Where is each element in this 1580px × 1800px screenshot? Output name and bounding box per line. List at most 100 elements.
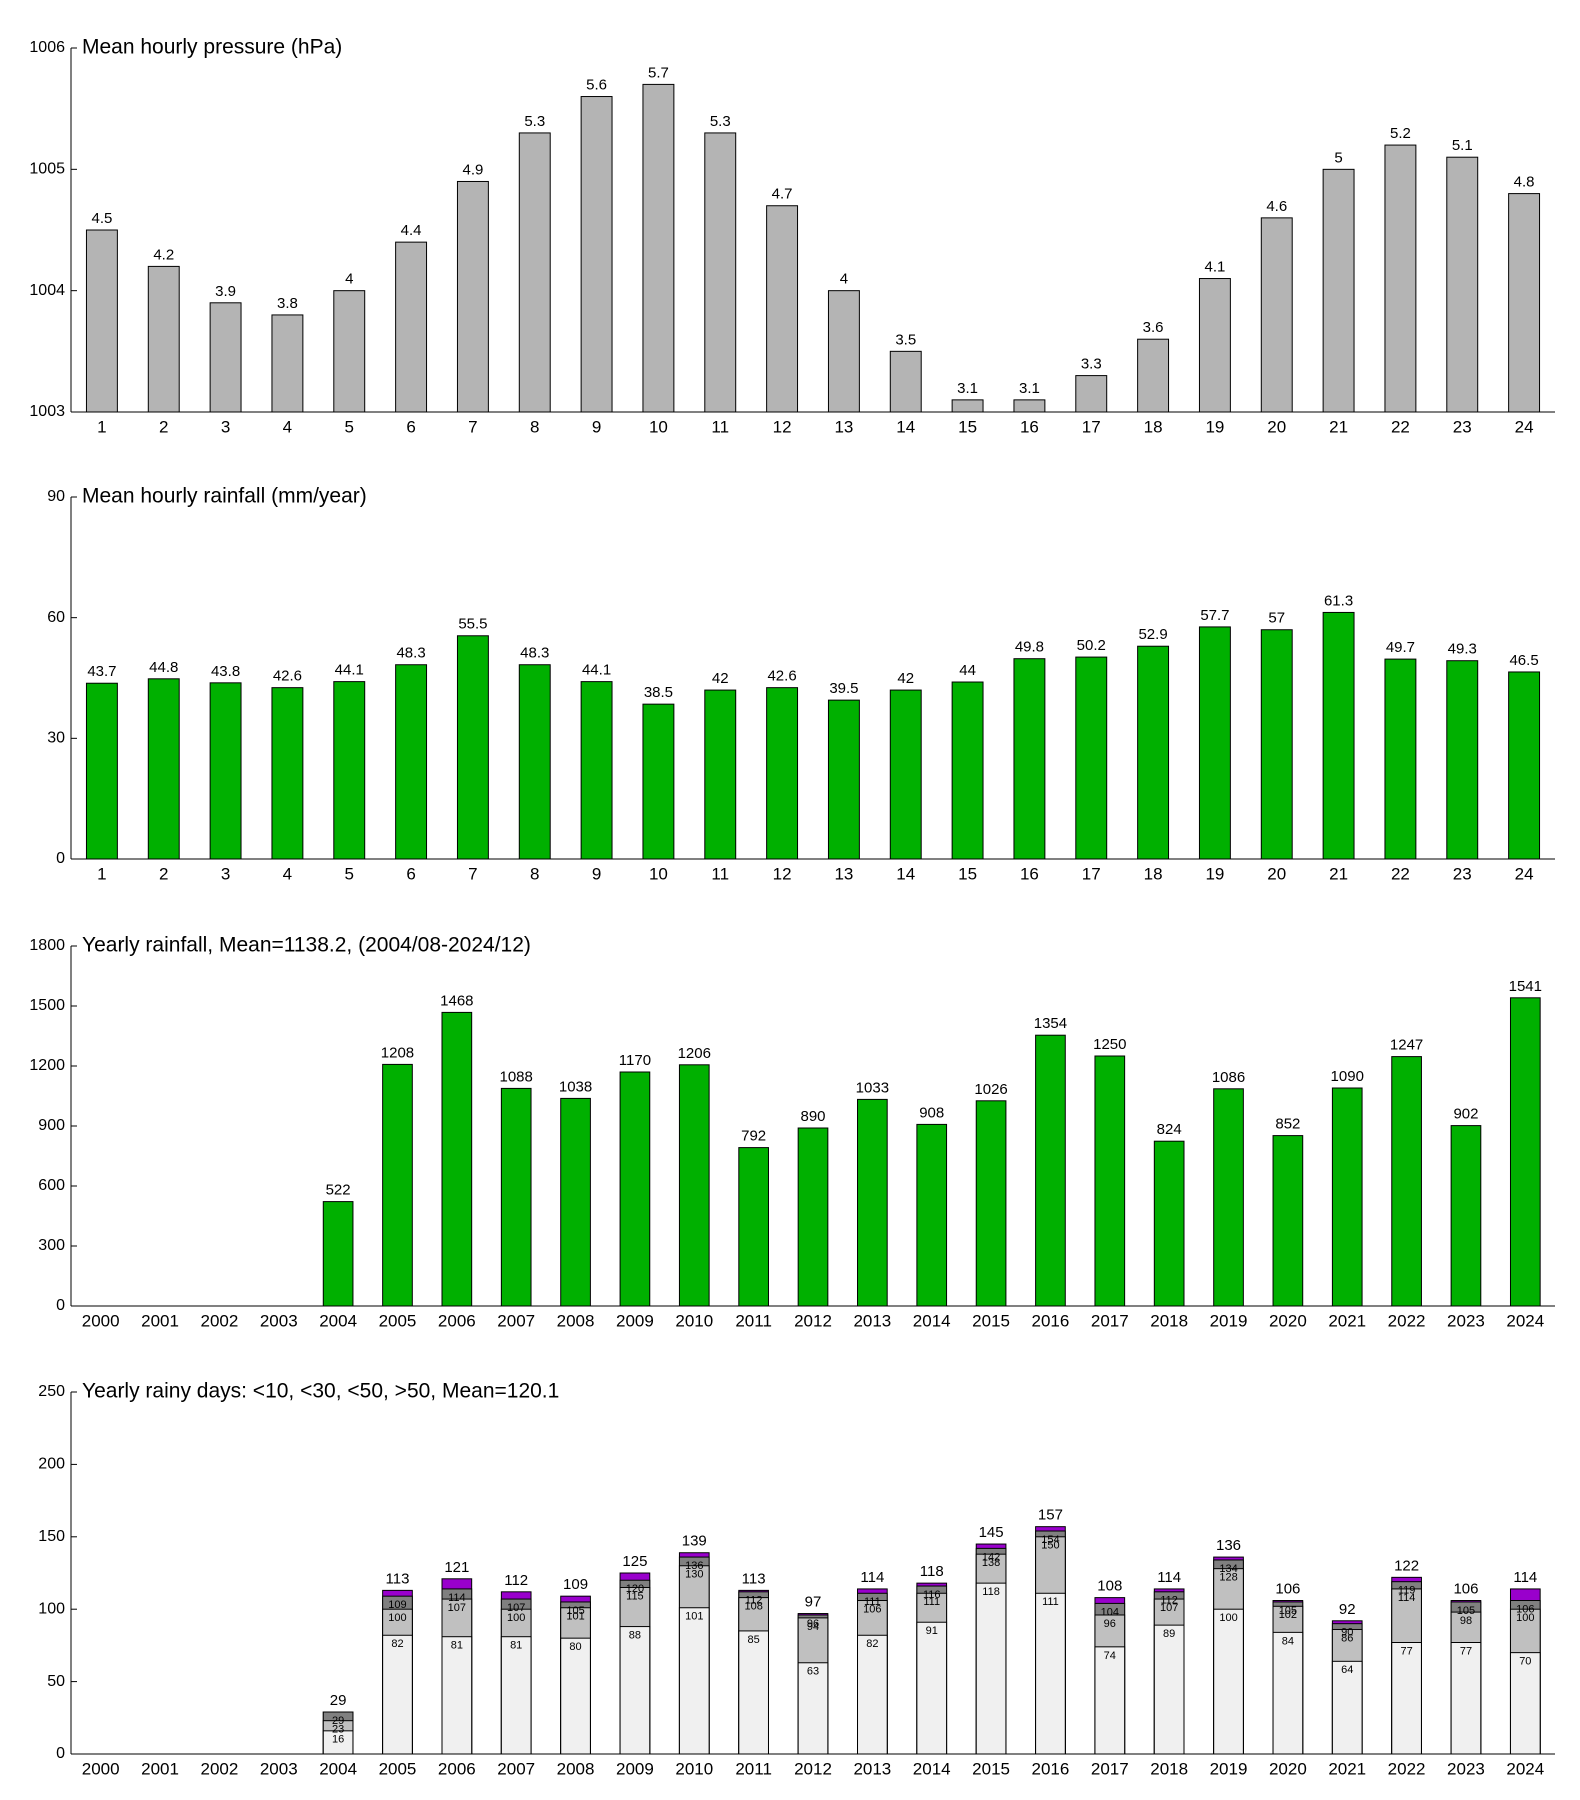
bar bbox=[1450, 1125, 1482, 1307]
total-label: 112 bbox=[504, 1572, 528, 1589]
bar-segment bbox=[1035, 1592, 1066, 1755]
value-label: 49.8 bbox=[1015, 639, 1044, 656]
bar bbox=[1013, 399, 1046, 413]
value-label: 1250 bbox=[1093, 1036, 1126, 1053]
segment-label: 63 bbox=[807, 1666, 819, 1678]
x-tick-label: 2010 bbox=[675, 1311, 713, 1330]
value-label: 48.3 bbox=[520, 645, 549, 662]
x-tick-label: 10 bbox=[649, 417, 668, 436]
value-label: 908 bbox=[919, 1104, 944, 1121]
segment-label: 116 bbox=[923, 1589, 941, 1601]
y-tick-label: 1003 bbox=[29, 403, 65, 420]
x-tick-label: 8 bbox=[530, 864, 539, 883]
segment-label: 105 bbox=[1457, 1605, 1475, 1617]
total-label: 97 bbox=[805, 1594, 822, 1611]
value-label: 44.1 bbox=[335, 662, 364, 679]
chart-title: Mean hourly pressure (hPa) bbox=[82, 36, 342, 59]
bar bbox=[642, 703, 675, 860]
x-tick-label: 20 bbox=[1267, 864, 1286, 883]
x-tick-label: 22 bbox=[1391, 417, 1410, 436]
segment-label: 114 bbox=[448, 1592, 466, 1604]
x-tick-label: 2005 bbox=[379, 1311, 417, 1330]
segment-label: 96 bbox=[1104, 1618, 1116, 1630]
x-tick-label: 2012 bbox=[794, 1311, 832, 1330]
x-tick-label: 9 bbox=[592, 864, 601, 883]
x-tick-label: 19 bbox=[1205, 864, 1224, 883]
bar bbox=[1272, 1135, 1304, 1307]
total-label: 118 bbox=[920, 1563, 944, 1580]
y-tick-label: 600 bbox=[38, 1177, 65, 1194]
bar bbox=[1153, 1140, 1185, 1307]
y-tick-label: 0 bbox=[56, 1297, 65, 1314]
x-tick-label: 16 bbox=[1020, 864, 1039, 883]
x-tick-label: 2003 bbox=[260, 1759, 298, 1778]
total-label: 114 bbox=[1513, 1569, 1537, 1586]
segment-label: 80 bbox=[569, 1641, 581, 1653]
value-label: 890 bbox=[800, 1108, 825, 1125]
value-label: 5.3 bbox=[524, 113, 545, 130]
y-tick-label: 0 bbox=[56, 850, 65, 867]
bar bbox=[1446, 660, 1479, 860]
value-label: 4.2 bbox=[153, 246, 174, 263]
segment-label: 106 bbox=[863, 1603, 881, 1615]
segment-label: 108 bbox=[744, 1601, 762, 1613]
segment-label: 94 bbox=[807, 1621, 819, 1633]
x-tick-label: 24 bbox=[1515, 417, 1534, 436]
x-tick-label: 2001 bbox=[141, 1311, 179, 1330]
value-label: 3.9 bbox=[215, 283, 236, 300]
bar bbox=[951, 681, 984, 860]
value-label: 4.7 bbox=[772, 186, 793, 203]
x-tick-label: 2014 bbox=[913, 1311, 951, 1330]
bar-segment bbox=[1391, 1642, 1422, 1755]
x-tick-label: 15 bbox=[958, 417, 977, 436]
y-tick-label: 1800 bbox=[29, 937, 65, 954]
total-label: 113 bbox=[386, 1570, 410, 1587]
value-label: 792 bbox=[741, 1128, 766, 1145]
segment-label: 100 bbox=[1516, 1612, 1534, 1624]
total-label: 122 bbox=[1394, 1557, 1419, 1574]
segment-label: 109 bbox=[388, 1599, 406, 1611]
y-tick-label: 0 bbox=[56, 1745, 65, 1762]
value-label: 5.1 bbox=[1452, 137, 1473, 154]
value-label: 5.2 bbox=[1390, 125, 1411, 142]
value-label: 42 bbox=[897, 670, 914, 687]
x-tick-label: 2002 bbox=[200, 1759, 238, 1778]
segment-label: 112 bbox=[745, 1595, 763, 1607]
x-tick-label: 2009 bbox=[616, 1311, 654, 1330]
bar bbox=[704, 132, 737, 413]
x-tick-label: 2010 bbox=[675, 1759, 713, 1778]
x-tick-label: 2000 bbox=[82, 1311, 120, 1330]
x-tick-label: 16 bbox=[1020, 417, 1039, 436]
x-tick-label: 2024 bbox=[1506, 1311, 1544, 1330]
value-label: 4.1 bbox=[1204, 259, 1225, 276]
x-tick-label: 6 bbox=[406, 417, 415, 436]
x-tick-label: 2011 bbox=[735, 1759, 772, 1778]
x-tick-label: 18 bbox=[1144, 417, 1163, 436]
value-label: 1033 bbox=[856, 1079, 889, 1096]
bar-segment bbox=[738, 1630, 769, 1755]
x-tick-label: 2012 bbox=[794, 1759, 832, 1778]
value-label: 4 bbox=[345, 271, 353, 288]
x-tick-label: 15 bbox=[958, 864, 977, 883]
bar bbox=[1384, 144, 1417, 413]
x-tick-label: 2 bbox=[159, 864, 168, 883]
value-label: 55.5 bbox=[458, 616, 487, 633]
y-tick-label: 1200 bbox=[29, 1057, 65, 1074]
bar bbox=[1075, 375, 1108, 413]
segment-label: 111 bbox=[864, 1596, 881, 1608]
segment-label: 105 bbox=[566, 1605, 584, 1617]
x-tick-label: 2015 bbox=[972, 1759, 1010, 1778]
total-label: 121 bbox=[444, 1559, 469, 1576]
x-tick-label: 22 bbox=[1391, 864, 1410, 883]
x-tick-label: 6 bbox=[406, 864, 415, 883]
segment-label: 81 bbox=[451, 1640, 463, 1652]
bar bbox=[1137, 645, 1170, 860]
value-label: 3.1 bbox=[957, 380, 978, 397]
x-tick-label: 10 bbox=[649, 864, 668, 883]
bar bbox=[1198, 278, 1231, 413]
x-tick-label: 2013 bbox=[853, 1311, 891, 1330]
bar-segment bbox=[1153, 1624, 1185, 1755]
bar-segment bbox=[382, 1634, 413, 1755]
